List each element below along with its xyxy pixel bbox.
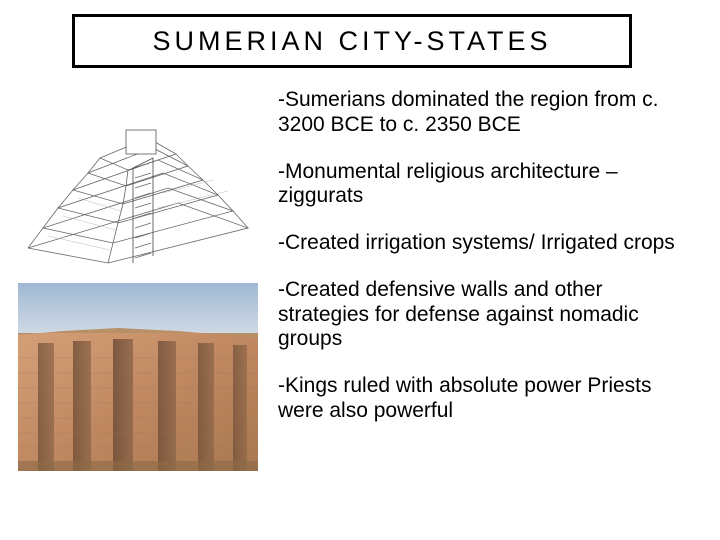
bullet-item: -Monumental religious architecture – zig… (278, 160, 698, 210)
ziggurat-sketch-svg (18, 108, 258, 268)
ziggurat-photo-image (18, 283, 258, 476)
page-title: SUMERIAN CITY-STATES (152, 26, 551, 57)
image-column (18, 108, 258, 486)
bullet-column: -Sumerians dominated the region from c. … (278, 88, 698, 446)
ziggurat-sketch-image (18, 108, 258, 273)
ziggurat-photo-svg (18, 283, 258, 471)
bullet-item: -Sumerians dominated the region from c. … (278, 88, 698, 138)
bullet-item: -Kings ruled with absolute power Priests… (278, 374, 698, 424)
bullet-item: -Created defensive walls and other strat… (278, 278, 698, 352)
title-container: SUMERIAN CITY-STATES (72, 14, 632, 68)
bullet-item: -Created irrigation systems/ Irrigated c… (278, 231, 698, 256)
